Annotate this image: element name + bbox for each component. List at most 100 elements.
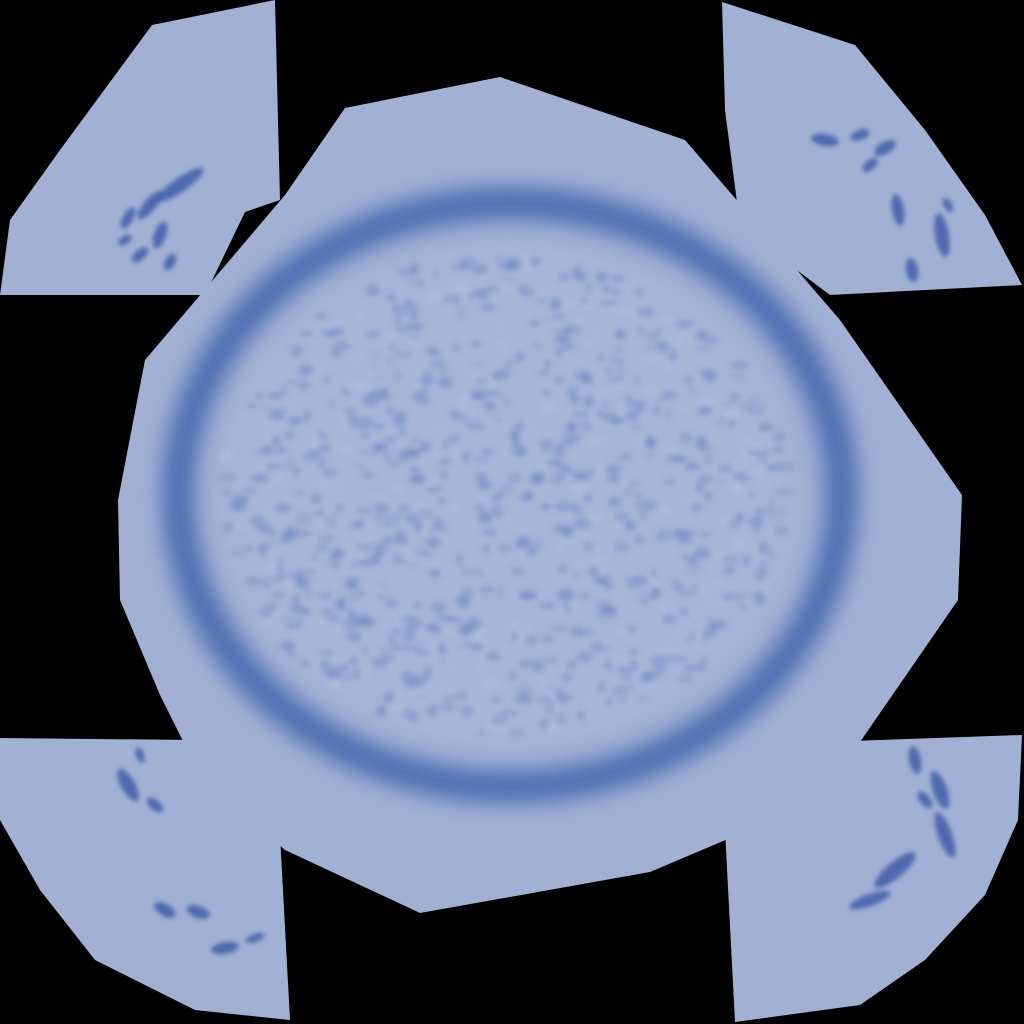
speckle <box>742 550 752 561</box>
speckle <box>333 350 341 357</box>
speckle <box>461 587 475 599</box>
speckle <box>412 449 422 457</box>
speckle <box>393 320 404 328</box>
speckle <box>288 416 302 426</box>
speckle <box>553 377 564 384</box>
speckle <box>275 502 291 513</box>
speckle <box>469 390 487 401</box>
speckle <box>561 344 578 350</box>
speckle <box>510 567 524 576</box>
speckle <box>701 398 716 406</box>
speckle <box>601 402 610 411</box>
speckle <box>561 525 575 538</box>
speckle <box>571 269 583 278</box>
speckle <box>457 643 476 649</box>
speckle <box>755 469 764 479</box>
speckle <box>604 659 613 670</box>
speckle <box>241 487 260 495</box>
speckle <box>286 379 298 385</box>
speckle <box>223 489 232 496</box>
top-left-panel <box>0 0 280 295</box>
speckle <box>439 646 447 654</box>
speckle <box>223 521 234 534</box>
speckle <box>500 710 518 716</box>
top-left-panel-shape <box>0 0 280 295</box>
speckle <box>426 625 444 632</box>
speckle <box>316 462 326 468</box>
speckle <box>295 489 302 495</box>
speckle <box>437 459 454 464</box>
speckle <box>499 347 511 353</box>
speckle <box>596 272 608 283</box>
speckle <box>659 314 673 324</box>
speckle <box>423 344 438 353</box>
speckle <box>475 503 485 513</box>
speckle <box>406 318 422 326</box>
speckle <box>492 339 509 348</box>
speckle <box>554 573 570 582</box>
speckle <box>326 520 344 526</box>
speckle <box>740 403 753 410</box>
speckle <box>442 695 457 701</box>
speckle <box>730 426 739 434</box>
speckle <box>230 532 247 540</box>
speckle <box>677 537 693 544</box>
speckle <box>329 327 346 336</box>
speckle <box>731 484 745 494</box>
speckle <box>665 410 672 420</box>
speckle <box>412 603 422 609</box>
speckle <box>245 576 261 587</box>
speckle <box>278 386 289 397</box>
speckle <box>336 605 350 612</box>
speckle <box>706 549 725 559</box>
speckle <box>478 584 494 595</box>
speckle <box>482 529 498 536</box>
speckle <box>582 542 594 551</box>
speckle <box>454 450 461 461</box>
speckle <box>385 406 394 415</box>
speckle <box>573 518 592 529</box>
speckle <box>650 655 666 665</box>
speckle <box>382 429 396 438</box>
speckle <box>485 400 495 411</box>
speckle <box>572 471 590 481</box>
speckle <box>388 633 396 644</box>
speckle <box>611 275 625 282</box>
speckle <box>591 436 608 442</box>
speckle <box>264 433 271 443</box>
speckle <box>591 554 608 566</box>
speckle <box>678 407 693 412</box>
speckle <box>362 394 379 407</box>
speckle <box>231 495 249 506</box>
speckle <box>550 385 560 390</box>
speckle <box>396 497 406 504</box>
speckle <box>360 431 371 439</box>
speckle <box>762 581 770 593</box>
speckle <box>629 660 638 672</box>
speckle <box>406 712 419 723</box>
speckle <box>449 266 462 274</box>
speckle <box>358 559 376 566</box>
surface-mark <box>942 197 954 213</box>
speckle <box>506 257 522 270</box>
speckle <box>705 490 712 502</box>
speckle <box>767 551 775 557</box>
speckle <box>430 601 447 614</box>
speckle <box>524 489 534 501</box>
speckle <box>613 541 629 553</box>
speckle <box>391 373 404 379</box>
speckle <box>749 493 757 499</box>
speckle <box>571 482 588 494</box>
speckle <box>514 517 526 522</box>
speckle <box>544 657 559 664</box>
speckle <box>392 309 404 321</box>
speckle <box>628 481 639 486</box>
surface-mark <box>934 213 950 257</box>
speckle <box>297 365 315 375</box>
speckle <box>329 614 336 623</box>
speckle <box>615 306 631 318</box>
speckle <box>641 371 651 380</box>
speckle <box>598 294 606 301</box>
speckle <box>670 530 689 539</box>
speckle <box>634 501 643 507</box>
